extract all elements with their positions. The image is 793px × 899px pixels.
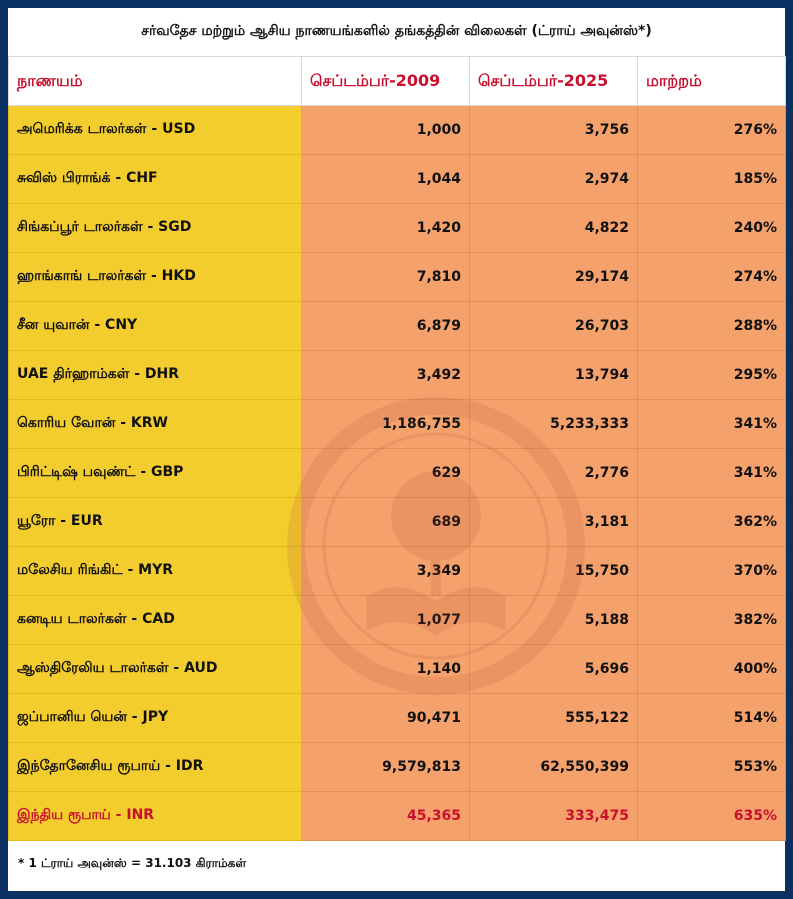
currency-cell: இந்தோனேசிய ரூபாய் - IDR	[8, 742, 302, 792]
sep-2009-cell: 689	[301, 497, 470, 547]
header-change: மாற்றம்	[637, 56, 786, 106]
currency-cell: ஹாங்காங் டாலர்கள் - HKD	[8, 252, 302, 302]
change-cell: 514%	[637, 693, 786, 743]
sep-2009-cell: 1,044	[301, 154, 470, 204]
sep-2009-cell: 1,140	[301, 644, 470, 694]
header-sep-2025: செப்டம்பர்-2025	[469, 56, 638, 106]
sep-2009-cell: 1,420	[301, 203, 470, 253]
sep-2009-cell: 629	[301, 448, 470, 498]
sep-2025-cell: 29,174	[469, 252, 638, 302]
table-row-highlight: இந்திய ரூபாய் - INR 45,365 333,475 635%	[8, 791, 786, 841]
sep-2025-cell: 15,750	[469, 546, 638, 596]
price-table-card: சர்வதேச மற்றும் ஆசிய நாணயங்களில் தங்கத்த…	[8, 8, 786, 891]
currency-cell: பிரிட்டிஷ் பவுண்ட் - GBP	[8, 448, 302, 498]
table-row: பிரிட்டிஷ் பவுண்ட் - GBP 629 2,776 341%	[8, 448, 786, 498]
sep-2009-cell: 1,000	[301, 105, 470, 155]
currency-cell: கொரிய வோன் - KRW	[8, 399, 302, 449]
change-cell: 276%	[637, 105, 786, 155]
table-row: ஹாங்காங் டாலர்கள் - HKD 7,810 29,174 274…	[8, 252, 786, 302]
sep-2009-cell: 1,077	[301, 595, 470, 645]
currency-cell: அமெரிக்க டாலர்கள் - USD	[8, 105, 302, 155]
sep-2025-cell: 2,776	[469, 448, 638, 498]
table-row: யூரோ - EUR 689 3,181 362%	[8, 497, 786, 547]
currency-cell: சீன யுவான் - CNY	[8, 301, 302, 351]
change-cell: 295%	[637, 350, 786, 400]
sep-2009-cell: 3,492	[301, 350, 470, 400]
currency-cell: சிங்கப்பூர் டாலர்கள் - SGD	[8, 203, 302, 253]
sep-2025-cell: 5,696	[469, 644, 638, 694]
currency-cell: மலேசிய ரிங்கிட் - MYR	[8, 546, 302, 596]
change-cell: 635%	[637, 791, 786, 841]
table-row: கனடிய டாலர்கள் - CAD 1,077 5,188 382%	[8, 595, 786, 645]
table-row: கொரிய வோன் - KRW 1,186,755 5,233,333 341…	[8, 399, 786, 449]
sep-2025-cell: 62,550,399	[469, 742, 638, 792]
change-cell: 400%	[637, 644, 786, 694]
currency-cell: சுவிஸ் பிராங்க் - CHF	[8, 154, 302, 204]
change-cell: 553%	[637, 742, 786, 792]
sep-2025-cell: 2,974	[469, 154, 638, 204]
currency-cell: ஆஸ்திரேலிய டாலர்கள் - AUD	[8, 644, 302, 694]
table-row: ஆஸ்திரேலிய டாலர்கள் - AUD 1,140 5,696 40…	[8, 644, 786, 694]
footnote: * 1 ட்ராய் அவுன்ஸ் = 31.103 கிராம்கள்	[18, 856, 247, 870]
table-row: அமெரிக்க டாலர்கள் - USD 1,000 3,756 276%	[8, 105, 786, 155]
table-row: சுவிஸ் பிராங்க் - CHF 1,044 2,974 185%	[8, 154, 786, 204]
currency-cell: கனடிய டாலர்கள் - CAD	[8, 595, 302, 645]
change-cell: 288%	[637, 301, 786, 351]
header-sep-2009: செப்டம்பர்-2009	[301, 56, 470, 106]
sep-2025-cell: 3,181	[469, 497, 638, 547]
change-cell: 362%	[637, 497, 786, 547]
table-row: ஜப்பானிய யென் - JPY 90,471 555,122 514%	[8, 693, 786, 743]
change-cell: 341%	[637, 399, 786, 449]
table-row: இந்தோனேசிய ரூபாய் - IDR 9,579,813 62,550…	[8, 742, 786, 792]
change-cell: 341%	[637, 448, 786, 498]
currency-cell: யூரோ - EUR	[8, 497, 302, 547]
sep-2025-cell: 333,475	[469, 791, 638, 841]
sep-2009-cell: 3,349	[301, 546, 470, 596]
table-row: UAE திர்ஹாம்கள் - DHR 3,492 13,794 295%	[8, 350, 786, 400]
table-header-row: நாணயம் செப்டம்பர்-2009 செப்டம்பர்-2025 ம…	[8, 56, 786, 106]
gold-price-table: நாணயம் செப்டம்பர்-2009 செப்டம்பர்-2025 ம…	[8, 56, 786, 841]
sep-2025-cell: 5,233,333	[469, 399, 638, 449]
page-title: சர்வதேச மற்றும் ஆசிய நாணயங்களில் தங்கத்த…	[141, 23, 652, 39]
sep-2025-cell: 5,188	[469, 595, 638, 645]
change-cell: 382%	[637, 595, 786, 645]
sep-2009-cell: 9,579,813	[301, 742, 470, 792]
table-row: சீன யுவான் - CNY 6,879 26,703 288%	[8, 301, 786, 351]
table-row: மலேசிய ரிங்கிட் - MYR 3,349 15,750 370%	[8, 546, 786, 596]
header-currency: நாணயம்	[8, 56, 302, 106]
change-cell: 274%	[637, 252, 786, 302]
currency-cell: ஜப்பானிய யென் - JPY	[8, 693, 302, 743]
sep-2025-cell: 4,822	[469, 203, 638, 253]
sep-2009-cell: 45,365	[301, 791, 470, 841]
sep-2009-cell: 6,879	[301, 301, 470, 351]
sep-2009-cell: 7,810	[301, 252, 470, 302]
sep-2025-cell: 3,756	[469, 105, 638, 155]
currency-cell: இந்திய ரூபாய் - INR	[8, 791, 302, 841]
sep-2009-cell: 90,471	[301, 693, 470, 743]
currency-cell: UAE திர்ஹாம்கள் - DHR	[8, 350, 302, 400]
sep-2025-cell: 13,794	[469, 350, 638, 400]
table-row: சிங்கப்பூர் டாலர்கள் - SGD 1,420 4,822 2…	[8, 203, 786, 253]
sep-2009-cell: 1,186,755	[301, 399, 470, 449]
change-cell: 240%	[637, 203, 786, 253]
sep-2025-cell: 555,122	[469, 693, 638, 743]
change-cell: 370%	[637, 546, 786, 596]
change-cell: 185%	[637, 154, 786, 204]
sep-2025-cell: 26,703	[469, 301, 638, 351]
